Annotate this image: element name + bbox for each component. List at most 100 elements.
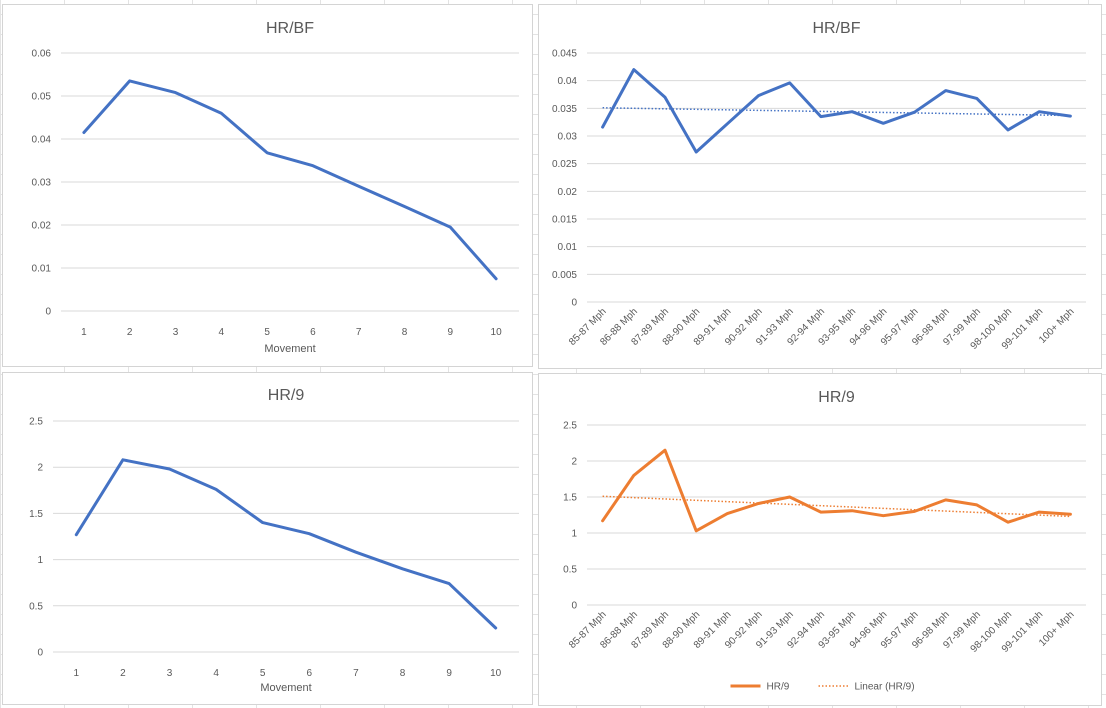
y-tick-label: 0.03 <box>558 132 578 143</box>
y-tick-label: 2.5 <box>563 421 577 432</box>
data-point[interactable] <box>265 151 269 155</box>
data-point[interactable] <box>725 512 729 516</box>
data-point[interactable] <box>401 567 405 571</box>
y-tick-label: 0.5 <box>563 565 577 576</box>
chart-title: HR/BF <box>266 20 314 37</box>
data-point[interactable] <box>403 205 407 209</box>
data-point[interactable] <box>494 626 498 630</box>
y-tick-label: 0.04 <box>32 135 52 146</box>
data-point[interactable] <box>788 81 792 85</box>
data-point[interactable] <box>601 519 605 523</box>
x-tick-label: 2 <box>120 668 126 679</box>
y-tick-label: 1.5 <box>563 493 577 504</box>
y-tick-label: 0 <box>571 298 577 309</box>
data-point[interactable] <box>1068 114 1072 118</box>
data-point[interactable] <box>725 122 729 126</box>
data-point[interactable] <box>168 467 172 471</box>
data-point[interactable] <box>912 509 916 513</box>
data-point[interactable] <box>1006 520 1010 524</box>
data-point[interactable] <box>694 529 698 533</box>
chart-hr9-velocity[interactable]: HR/9 0 0.5 1 1.5 2 2.5 85-87 Mph 86-88 Mph 87-89 … <box>538 373 1102 706</box>
data-point[interactable] <box>819 115 823 119</box>
y-tick-label: 0.06 <box>32 49 52 60</box>
data-point[interactable] <box>1068 512 1072 516</box>
data-point[interactable] <box>850 509 854 513</box>
data-point[interactable] <box>819 510 823 514</box>
y-tick-label: 0.02 <box>32 221 52 232</box>
y-tick-label: 0.035 <box>552 104 577 115</box>
data-point[interactable] <box>850 110 854 114</box>
chart-hr-bf-velocity[interactable]: HR/BF 0 0.005 0.01 0.015 0.02 0.025 0.03 0.035 0.… <box>538 4 1102 369</box>
legend-label-series: HR/9 <box>767 682 790 693</box>
data-point[interactable] <box>632 68 636 72</box>
chart-title: HR/9 <box>818 389 855 406</box>
y-tick-label: 1 <box>571 529 577 540</box>
data-point[interactable] <box>944 89 948 93</box>
data-point[interactable] <box>214 487 218 491</box>
data-point[interactable] <box>354 550 358 554</box>
series-line[interactable] <box>82 79 498 281</box>
x-tick-label: 9 <box>448 327 454 338</box>
data-point[interactable] <box>663 448 667 452</box>
data-point[interactable] <box>694 150 698 154</box>
y-tick-label: 0.045 <box>552 49 577 60</box>
data-point[interactable] <box>881 514 885 518</box>
x-tick-label: 8 <box>400 668 406 679</box>
x-tick-label: 5 <box>264 327 270 338</box>
data-point[interactable] <box>632 473 636 477</box>
x-axis-title: Movement <box>260 682 311 694</box>
data-point[interactable] <box>663 95 667 99</box>
x-axis-title: Movement <box>264 343 315 355</box>
y-tick-label: 0 <box>45 307 51 318</box>
chart-title: HR/BF <box>813 20 861 37</box>
y-tick-label: 0 <box>571 601 577 612</box>
data-point[interactable] <box>788 495 792 499</box>
x-tick-label: 6 <box>310 327 316 338</box>
data-point[interactable] <box>174 91 178 95</box>
x-tick-label: 7 <box>356 327 362 338</box>
series-line[interactable] <box>601 448 1072 533</box>
data-point[interactable] <box>448 225 452 229</box>
y-tick-label: 0.03 <box>32 178 52 189</box>
data-point[interactable] <box>121 458 125 462</box>
x-tick-label: 3 <box>167 668 173 679</box>
trendline <box>602 495 1071 518</box>
data-point[interactable] <box>601 125 605 129</box>
series-line[interactable] <box>601 68 1072 154</box>
data-point[interactable] <box>128 79 132 83</box>
data-point[interactable] <box>757 501 761 505</box>
data-point[interactable] <box>219 111 223 115</box>
data-point[interactable] <box>311 164 315 168</box>
data-point[interactable] <box>1037 510 1041 514</box>
data-point[interactable] <box>494 277 498 281</box>
data-point[interactable] <box>307 532 311 536</box>
data-point[interactable] <box>912 110 916 114</box>
data-point[interactable] <box>261 521 265 525</box>
data-point[interactable] <box>975 96 979 100</box>
data-point[interactable] <box>944 498 948 502</box>
data-point[interactable] <box>1006 128 1010 132</box>
data-point[interactable] <box>881 121 885 125</box>
x-tick-label: 4 <box>213 668 219 679</box>
series-line[interactable] <box>74 458 498 630</box>
data-point[interactable] <box>82 131 86 135</box>
data-point[interactable] <box>975 503 979 507</box>
y-tick-label: 1.5 <box>29 509 43 520</box>
data-point[interactable] <box>447 582 451 586</box>
data-point[interactable] <box>1037 110 1041 114</box>
chart-hr-bf-movement[interactable]: HR/BF 0 0.01 0.02 0.03 0.04 0.05 0.06 1 2 3 4 5 6 7 8 9 1… <box>2 4 533 367</box>
data-point[interactable] <box>757 94 761 98</box>
chart-svg: HR/9 0 0.5 1 1.5 2 2.5 1 2 3 4 5 6 7 8 9 10 Movement <box>29 387 519 694</box>
data-point[interactable] <box>357 184 361 188</box>
legend: HR/9 Linear (HR/9) <box>730 682 915 693</box>
x-tick-label: 10 <box>491 327 503 338</box>
chart-svg: HR/BF 0 0.005 0.01 0.015 0.02 0.025 0.03 0.035 0.… <box>552 20 1086 352</box>
y-tick-label: 0.025 <box>552 159 577 170</box>
y-tick-label: 0.005 <box>552 270 577 281</box>
chart-hr9-movement[interactable]: HR/9 0 0.5 1 1.5 2 2.5 1 2 3 4 5 6 7 8 9 10 Movement <box>2 372 533 705</box>
y-tick-label: 0.01 <box>32 264 52 275</box>
x-tick-label: 3 <box>173 327 179 338</box>
data-point[interactable] <box>74 533 78 537</box>
x-tick-label: 1 <box>81 327 87 338</box>
